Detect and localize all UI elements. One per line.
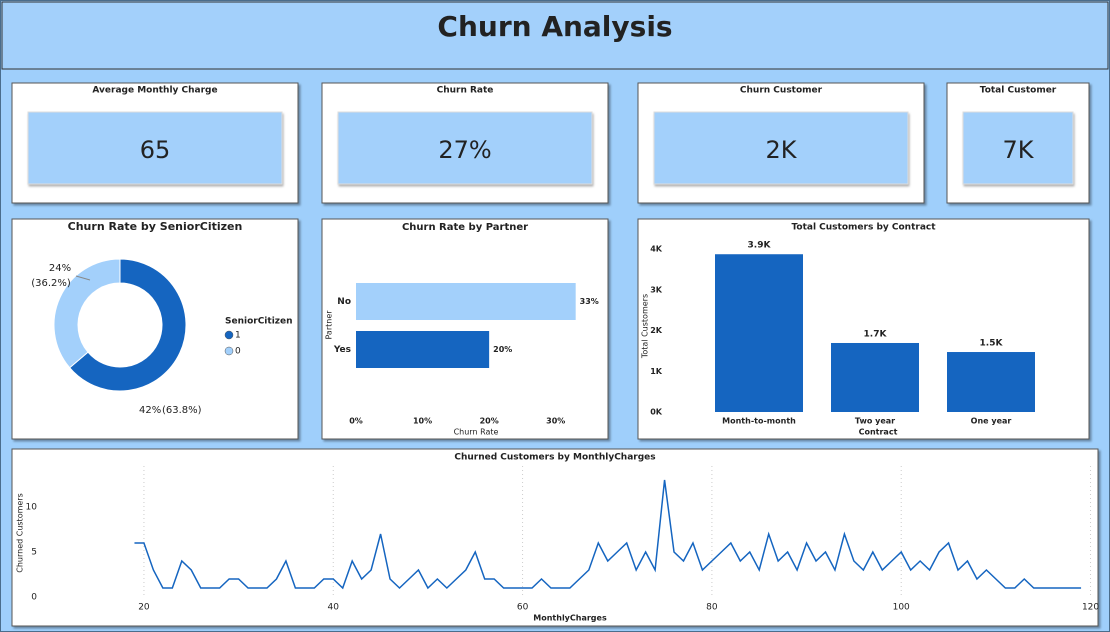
header: [1, 1, 1109, 70]
line: [134, 479, 1082, 590]
legend-label: 0: [235, 347, 241, 357]
card-value: 27%: [438, 136, 491, 164]
card-box: [337, 111, 593, 185]
x-tick-label: 10%: [413, 417, 432, 426]
card-label: Total Customer: [980, 86, 1057, 96]
y-tick-label: 10: [26, 503, 38, 513]
x-tick-label: Month-to-month: [722, 417, 796, 426]
x-tick-label: 60: [517, 603, 529, 613]
y-axis-title: Partner: [325, 310, 334, 340]
panel: [11, 448, 1099, 627]
x-tick-label: 20%: [480, 417, 499, 426]
x-tick-label: 20: [138, 603, 150, 613]
page-title: Churn Analysis: [437, 10, 672, 43]
card-value: 2K: [765, 136, 797, 164]
y-tick-label: No: [337, 297, 351, 307]
x-tick-label: One year: [971, 417, 1012, 426]
bar: [947, 352, 1035, 412]
chart-title: Total Customers by Contract: [791, 223, 936, 233]
y-tick-label: 5: [31, 548, 37, 558]
card-label: Churn Customer: [740, 86, 823, 96]
leader-line: [75, 275, 91, 281]
data-label: 24%: [49, 263, 71, 274]
data-label: 1.5K: [980, 339, 1004, 349]
card-box: [962, 111, 1074, 185]
y-tick-label: 0K: [650, 408, 663, 417]
bar: [715, 254, 803, 412]
card-label: Average Monthly Charge: [92, 86, 217, 96]
card-box: [27, 111, 283, 185]
data-label: 33%: [580, 297, 599, 306]
chart-title: Churned Customers by MonthlyCharges: [454, 453, 655, 463]
x-tick-label: 100: [893, 603, 910, 613]
bar: [356, 283, 576, 320]
legend-title: SeniorCitizen: [225, 317, 293, 327]
y-tick-label: 3K: [650, 285, 663, 294]
legend-swatch: [224, 346, 234, 356]
data-label: 42%: [139, 405, 161, 416]
y-axis-title: Churned Customers: [16, 493, 25, 573]
x-tick-label: Two year: [855, 417, 895, 426]
bar: [831, 342, 919, 412]
card-value: 7K: [1002, 136, 1034, 164]
x-axis-title: Contract: [859, 428, 898, 437]
card-value: 65: [140, 136, 171, 164]
chart-title: Churn Rate by SeniorCitizen: [68, 220, 243, 233]
y-tick-label: 0: [31, 593, 37, 603]
data-label: 1.7K: [864, 329, 888, 339]
donut-slice: [68, 258, 187, 392]
legend-label: 1: [235, 331, 241, 341]
legend-swatch: [224, 330, 234, 340]
y-tick-label: Yes: [333, 345, 351, 355]
card-label: Churn Rate: [437, 86, 494, 96]
panel: [321, 218, 609, 440]
x-tick-label: 120: [1082, 603, 1099, 613]
data-label: (63.8%): [162, 405, 202, 416]
x-tick-label: 30%: [546, 417, 565, 426]
x-tick-label: 40: [328, 603, 340, 613]
data-label: 20%: [493, 345, 512, 354]
x-axis-title: Churn Rate: [454, 428, 499, 437]
data-label: 3.9K: [748, 241, 772, 251]
x-axis-title: MonthlyCharges: [533, 614, 607, 623]
y-axis-title: Total Customers: [641, 294, 650, 359]
y-tick-label: 1K: [650, 367, 663, 376]
donut-slice: [53, 258, 121, 369]
y-tick-label: 4K: [650, 245, 663, 254]
bar: [356, 331, 490, 368]
y-tick-label: 2K: [650, 326, 663, 335]
chart-title: Churn Rate by Partner: [402, 222, 528, 233]
data-label: (36.2%): [31, 278, 71, 289]
card-box: [653, 111, 909, 185]
x-tick-label: 0%: [349, 417, 363, 426]
x-tick-label: 80: [706, 603, 718, 613]
